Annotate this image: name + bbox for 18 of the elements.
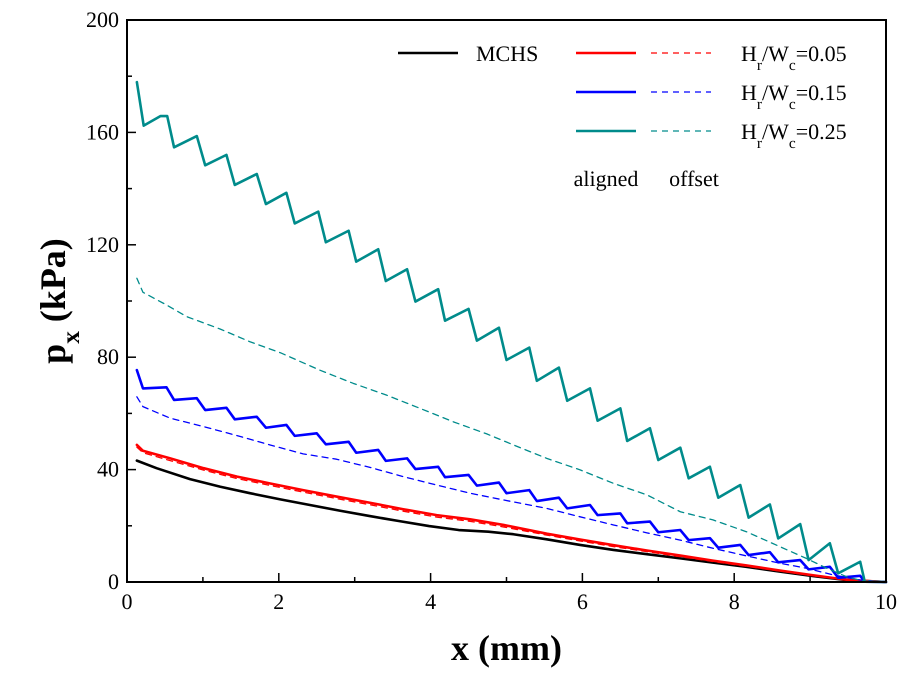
annotation: aligned xyxy=(574,166,638,191)
y-tick-label: 200 xyxy=(86,7,119,32)
legend-label: MCHS xyxy=(476,41,538,66)
x-tick-label: 10 xyxy=(875,589,897,614)
y-tick-label: 80 xyxy=(97,344,119,370)
legend-label: H$_{r}$/W$_{c}$=0.05 xyxy=(741,41,847,74)
annotation: offset xyxy=(669,166,719,191)
legend-label: H$_{r}$/W$_{c}$=0.25 xyxy=(741,119,847,152)
y-tick-label: 120 xyxy=(86,232,119,257)
x-tick-label: 8 xyxy=(728,589,740,614)
legend-label: H$_{r}$/W$_{c}$=0.15 xyxy=(741,80,847,112)
x-tick-label: 2 xyxy=(273,589,284,614)
y-tick-label: 160 xyxy=(86,119,119,144)
x-tick-label: 6 xyxy=(576,589,588,614)
x-tick-label: 4 xyxy=(425,589,436,614)
y-tick-label: 0 xyxy=(108,569,119,594)
y-tick-label: 40 xyxy=(97,456,119,482)
x-axis-title: x (mm) xyxy=(451,628,562,668)
